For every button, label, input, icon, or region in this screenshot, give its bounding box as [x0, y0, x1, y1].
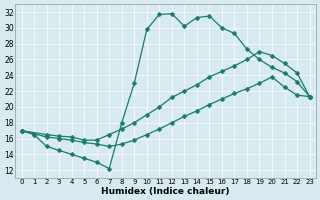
X-axis label: Humidex (Indice chaleur): Humidex (Indice chaleur) [101, 187, 230, 196]
